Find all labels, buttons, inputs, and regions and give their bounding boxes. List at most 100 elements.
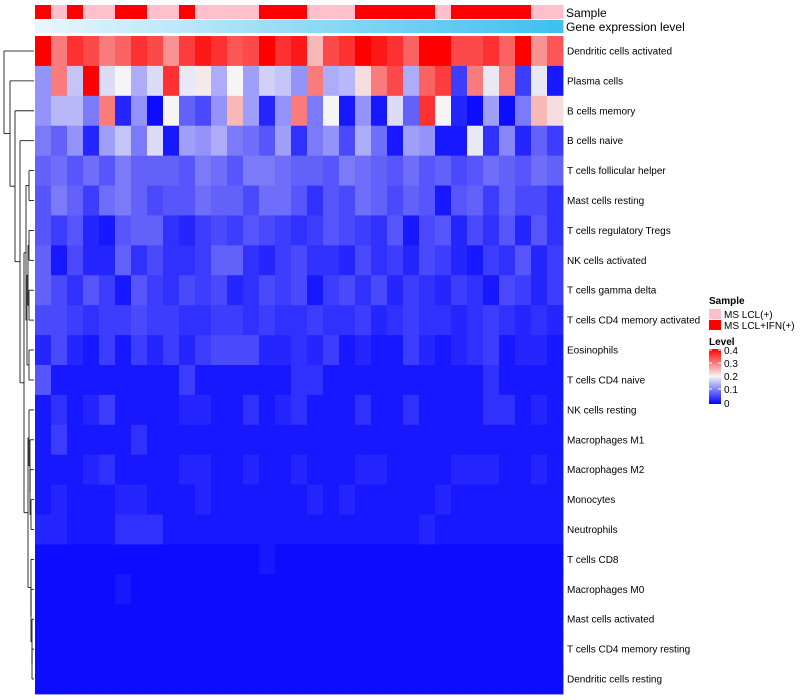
sample-annotation-cell — [195, 5, 212, 19]
heatmap-cell — [435, 95, 452, 127]
heatmap-cell — [83, 454, 100, 486]
heatmap-cell — [35, 604, 52, 635]
heatmap-cell — [131, 155, 148, 186]
heatmap-cell — [147, 365, 164, 396]
heatmap-cell — [483, 394, 500, 426]
heatmap-cell — [435, 215, 452, 246]
heatmap-cell — [467, 424, 484, 456]
sample-annotation-cell — [355, 5, 372, 19]
heatmap-cell — [211, 36, 228, 67]
heatmap-cell — [547, 275, 564, 306]
heatmap-cell — [403, 36, 420, 67]
heatmap-cell — [131, 125, 148, 157]
heatmap-cell — [115, 65, 132, 97]
heatmap-cell — [547, 95, 564, 127]
heatmap-cell — [163, 215, 180, 246]
heatmap-cell — [387, 394, 404, 426]
heatmap-cell — [35, 215, 52, 246]
heatmap-cell — [115, 454, 132, 486]
heatmap-cell — [355, 36, 372, 67]
heatmap-cell — [259, 574, 276, 605]
sample-annotation-cell — [179, 5, 196, 19]
heatmap-cell — [67, 454, 84, 486]
heatmap-cell — [499, 634, 516, 665]
heatmap-cell — [99, 95, 116, 127]
heatmap-cell — [515, 514, 532, 545]
legend-swatch-ms-lcl — [709, 309, 721, 319]
heatmap-cell — [387, 155, 404, 186]
heatmap-cell — [531, 544, 548, 575]
heatmap-cell — [67, 275, 84, 306]
heatmap-cell — [371, 95, 388, 127]
heatmap-cell — [419, 454, 436, 486]
heatmap-cell — [131, 664, 148, 695]
heatmap-cell — [307, 544, 324, 575]
heatmap-cell — [179, 305, 196, 336]
heatmap-cell — [179, 424, 196, 456]
heatmap-cell — [163, 335, 180, 366]
heatmap-cell — [371, 394, 388, 426]
sample-annotation-cell — [451, 5, 468, 19]
heatmap-cell — [403, 365, 420, 396]
heatmap-cell — [275, 185, 292, 216]
heatmap-cell — [99, 125, 116, 157]
heatmap-cell — [83, 604, 100, 635]
heatmap-cell — [115, 275, 132, 306]
heatmap-cell — [275, 275, 292, 306]
heatmap-cell — [163, 155, 180, 186]
heatmap-cell — [499, 65, 516, 97]
gene-expression-annotation-track — [35, 20, 564, 33]
heatmap-cell — [163, 484, 180, 515]
heatmap-cell — [547, 125, 564, 157]
heatmap-cell — [531, 305, 548, 336]
heatmap-cell — [387, 275, 404, 306]
heatmap-cell — [259, 424, 276, 456]
heatmap-cell — [387, 245, 404, 276]
heatmap-cell — [339, 305, 356, 336]
heatmap-cell — [323, 484, 340, 515]
heatmap-cell — [51, 95, 68, 127]
heatmap-cell — [307, 185, 324, 216]
heatmap-cell — [451, 484, 468, 515]
heatmap-cell — [515, 305, 532, 336]
heatmap-cell — [515, 365, 532, 396]
heatmap-cell — [355, 454, 372, 486]
heatmap-cell — [371, 514, 388, 545]
heatmap-cell — [147, 275, 164, 306]
heatmap-cell — [307, 394, 324, 426]
heatmap-cell — [179, 604, 196, 635]
heatmap-cell — [83, 125, 100, 157]
heatmap-cell — [355, 365, 372, 396]
heatmap-cell — [339, 36, 356, 67]
heatmap-cell — [355, 185, 372, 216]
heatmap-cell — [243, 305, 260, 336]
heatmap-cell — [83, 305, 100, 336]
heatmap-cell — [131, 544, 148, 575]
heatmap-cell — [419, 155, 436, 186]
heatmap-cell — [99, 36, 116, 67]
heatmap-cell — [147, 484, 164, 515]
heatmap-cell — [451, 394, 468, 426]
heatmap-cell — [403, 245, 420, 276]
heatmap-cell — [163, 394, 180, 426]
heatmap-cell — [451, 36, 468, 67]
heatmap-cell — [243, 424, 260, 456]
row-label: Mast cells resting — [567, 196, 644, 207]
heatmap-cell — [147, 454, 164, 486]
heatmap-cell — [275, 65, 292, 97]
heatmap-cell — [275, 305, 292, 336]
heatmap-cell — [211, 275, 228, 306]
heatmap-cell — [355, 245, 372, 276]
heatmap-cell — [419, 65, 436, 97]
heatmap-cell — [259, 215, 276, 246]
heatmap-cell — [387, 365, 404, 396]
expression-annotation-cell — [51, 20, 68, 33]
sample-legend-title: Sample — [709, 296, 745, 307]
heatmap-cell — [147, 394, 164, 426]
heatmap-cell — [467, 454, 484, 486]
heatmap-cell — [67, 664, 84, 695]
heatmap-cell — [323, 125, 340, 157]
heatmap-cell — [99, 454, 116, 486]
heatmap-cell — [339, 245, 356, 276]
heatmap-cell — [51, 36, 68, 67]
